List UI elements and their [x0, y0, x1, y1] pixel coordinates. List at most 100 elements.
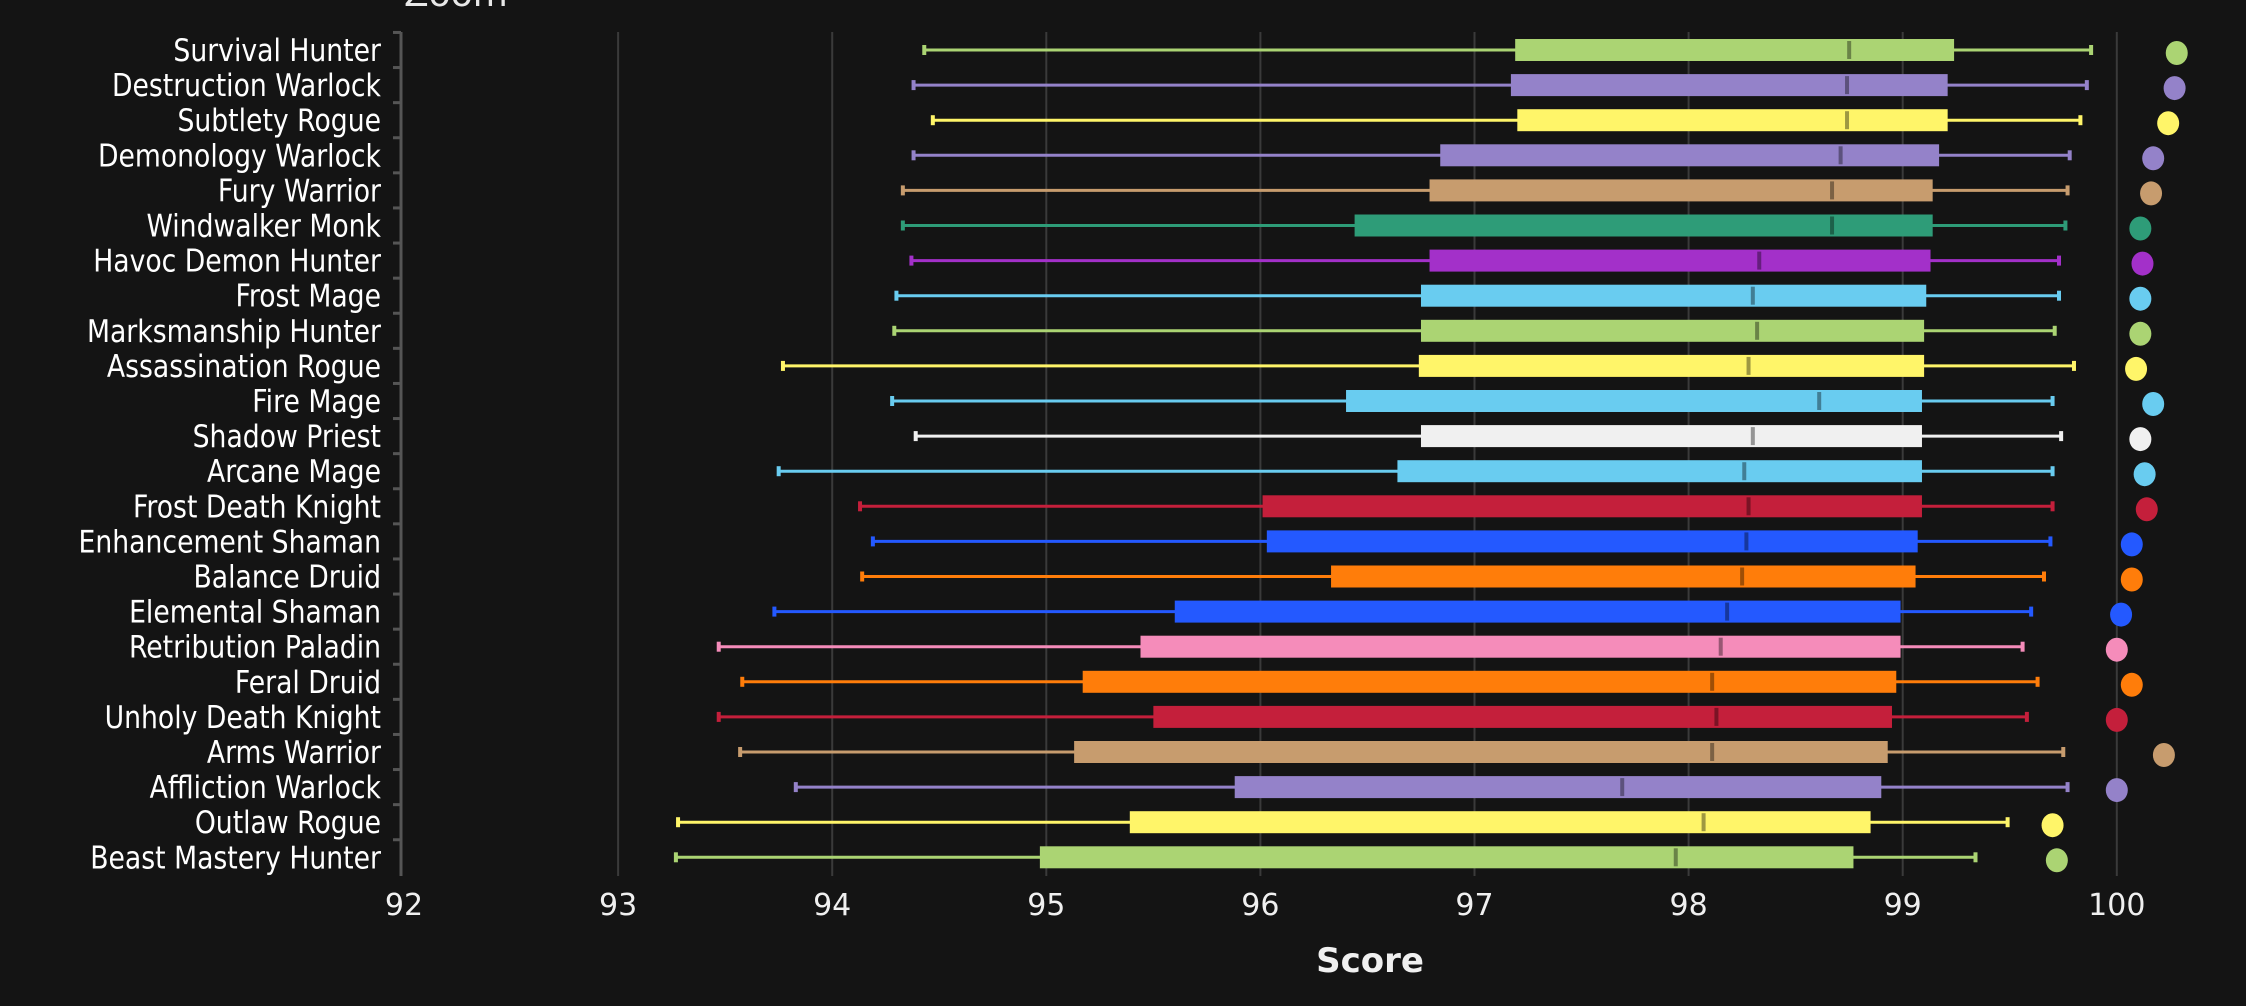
row-label: Subtlety Rogue	[177, 102, 381, 138]
point-dot[interactable]	[2157, 111, 2180, 136]
row-label: Outlaw Rogue	[195, 804, 381, 840]
box-row: Balance Druid	[194, 559, 2143, 595]
box[interactable]	[1266, 530, 1918, 553]
point-dot[interactable]	[2105, 707, 2128, 732]
box[interactable]	[1440, 144, 1940, 167]
box-row: Affliction Warlock	[150, 769, 2128, 806]
x-tick-label: 97	[1455, 888, 1493, 923]
box-row: Fire Mage	[252, 383, 2165, 420]
row-label: Fire Mage	[252, 383, 381, 419]
point-dot[interactable]	[2133, 462, 2156, 487]
box[interactable]	[1074, 741, 1888, 763]
box[interactable]	[1346, 390, 1922, 412]
box[interactable]	[1429, 179, 1933, 202]
point-dot[interactable]	[2041, 813, 2064, 838]
point-dot[interactable]	[2135, 497, 2158, 522]
point-dot[interactable]	[2120, 672, 2143, 697]
box-row: Fury Warrior	[218, 172, 2163, 209]
box[interactable]	[1420, 319, 1925, 342]
box-row: Marksmanship Hunter	[87, 313, 2152, 349]
x-axis-label: Score	[1316, 941, 1424, 981]
point-dot[interactable]	[2142, 392, 2165, 416]
box[interactable]	[1420, 284, 1927, 307]
box-row: Feral Druid	[235, 664, 2143, 700]
row-label: Feral Druid	[235, 664, 381, 700]
point-dot[interactable]	[2131, 251, 2154, 276]
row-label: Demonology Warlock	[98, 137, 381, 173]
point-dot[interactable]	[2129, 321, 2152, 346]
box-row: Elemental Shaman	[129, 594, 2133, 630]
point-dot[interactable]	[2120, 532, 2143, 557]
box[interactable]	[1039, 846, 1854, 869]
row-label: Survival Hunter	[173, 32, 381, 68]
row-label: Assassination Rogue	[107, 348, 381, 384]
box[interactable]	[1153, 705, 1892, 728]
box-row: Retribution Paladin	[129, 629, 2128, 665]
box[interactable]	[1129, 811, 1871, 834]
point-dot[interactable]	[2129, 427, 2152, 452]
point-dot[interactable]	[2105, 637, 2128, 662]
point-dot[interactable]	[2120, 567, 2143, 592]
row-label: Fury Warrior	[218, 172, 381, 208]
box[interactable]	[1354, 214, 1933, 237]
row-label: Beast Mastery Hunter	[90, 839, 381, 875]
row-label: Retribution Paladin	[129, 629, 381, 665]
row-label: Shadow Priest	[193, 418, 381, 454]
point-dot[interactable]	[2152, 743, 2175, 767]
box-row: Windwalker Monk	[147, 208, 2152, 244]
gridlines	[617, 32, 2118, 876]
box[interactable]	[1174, 600, 1901, 623]
row-label: Windwalker Monk	[147, 208, 382, 244]
box-row: Survival Hunter	[173, 32, 2188, 69]
x-tick-label: 92	[385, 888, 423, 923]
point-dot[interactable]	[2129, 216, 2152, 241]
box-row: Enhancement Shaman	[79, 523, 2143, 560]
point-dot[interactable]	[2163, 76, 2186, 101]
box-row: Havoc Demon Hunter	[93, 243, 2154, 279]
row-label: Arcane Mage	[207, 453, 381, 489]
point-dot[interactable]	[2129, 286, 2152, 311]
box[interactable]	[1510, 74, 1948, 97]
box[interactable]	[1082, 670, 1897, 693]
row-label: Enhancement Shaman	[79, 523, 381, 559]
row-label: Frost Mage	[235, 278, 381, 314]
x-tick-label: 98	[1670, 888, 1708, 923]
box[interactable]	[1420, 425, 1922, 448]
box[interactable]	[1418, 354, 1925, 377]
box[interactable]	[1140, 635, 1901, 658]
box[interactable]	[1429, 249, 1931, 272]
point-dot[interactable]	[2165, 41, 2188, 65]
box[interactable]	[1517, 109, 1948, 132]
chart-title-partial: Zoom	[404, 0, 508, 15]
point-dot[interactable]	[2105, 778, 2128, 803]
box[interactable]	[1262, 495, 1922, 518]
x-tick-label: 94	[813, 888, 851, 923]
row-label: Balance Druid	[194, 559, 381, 595]
point-dot[interactable]	[2142, 146, 2165, 171]
box-row: Assassination Rogue	[107, 348, 2148, 384]
y-axis	[393, 30, 403, 876]
box-row: Destruction Warlock	[112, 67, 2186, 104]
x-axis-ticks: 92 93 94 95 96 97 98 99 100	[385, 888, 2146, 923]
point-dot[interactable]	[2125, 356, 2148, 381]
row-label: Arms Warrior	[207, 734, 381, 770]
box[interactable]	[1331, 565, 1916, 588]
box[interactable]	[1397, 460, 1922, 483]
row-label: Marksmanship Hunter	[87, 313, 381, 349]
box-row: Subtlety Rogue	[177, 102, 2180, 139]
x-tick-label: 96	[1241, 888, 1279, 923]
x-tick-label: 99	[1884, 888, 1922, 923]
x-tick-label: 95	[1027, 888, 1065, 923]
box-row: Frost Mage	[235, 278, 2152, 314]
row-label: Frost Death Knight	[133, 488, 381, 524]
box[interactable]	[1515, 39, 1955, 61]
point-dot[interactable]	[2110, 602, 2133, 627]
point-dot[interactable]	[2045, 848, 2068, 873]
box[interactable]	[1234, 776, 1882, 799]
box-row: Demonology Warlock	[98, 137, 2165, 174]
point-dot[interactable]	[2140, 181, 2163, 206]
box-row: Frost Death Knight	[133, 488, 2158, 525]
row-label: Havoc Demon Hunter	[93, 243, 381, 279]
box-row: Arcane Mage	[207, 453, 2156, 490]
